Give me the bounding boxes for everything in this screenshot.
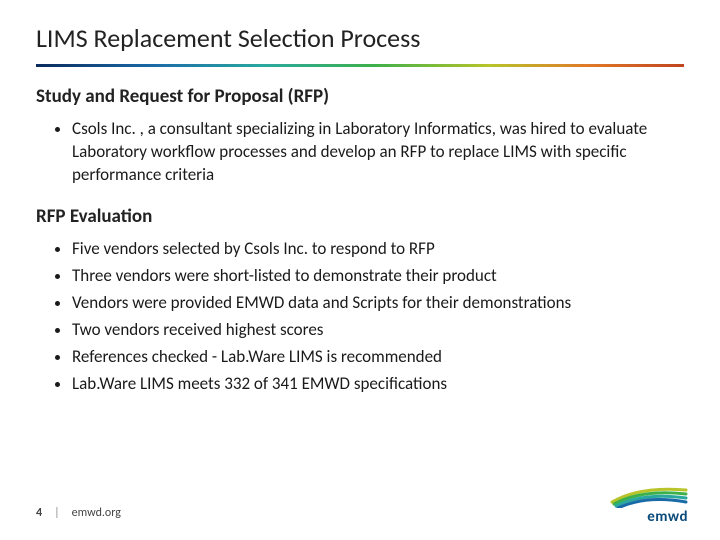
list-item: Two vendors received highest scores xyxy=(72,319,684,342)
list-item: Three vendors were short-listed to demon… xyxy=(72,265,684,288)
list-item: Csols Inc. , a consultant specializing i… xyxy=(72,118,684,187)
list-item: References checked - Lab.Ware LIMS is re… xyxy=(72,346,684,369)
list-item: Vendors were provided EMWD data and Scri… xyxy=(72,292,684,315)
slide: LIMS Replacement Selection Process Study… xyxy=(0,0,720,540)
bullet-list-rfp-eval: Five vendors selected by Csols Inc. to r… xyxy=(36,238,684,396)
list-item: Lab.Ware LIMS meets 332 of 341 EMWD spec… xyxy=(72,373,684,396)
title-underline xyxy=(36,64,684,67)
footer: 4 | emwd.org xyxy=(36,506,121,520)
list-item: Five vendors selected by Csols Inc. to r… xyxy=(72,238,684,261)
bullet-list-rfp-study: Csols Inc. , a consultant specializing i… xyxy=(36,118,684,187)
page-number: 4 xyxy=(36,506,42,520)
footer-separator: | xyxy=(54,506,60,520)
footer-site: emwd.org xyxy=(72,506,121,520)
emwd-logo: emwd xyxy=(610,484,688,526)
section-heading-rfp-study: Study and Request for Proposal (RFP) xyxy=(36,85,684,108)
section-heading-rfp-eval: RFP Evaluation xyxy=(36,205,684,228)
logo-text: emwd xyxy=(647,508,688,526)
logo-swoosh-icon xyxy=(610,484,688,508)
slide-title: LIMS Replacement Selection Process xyxy=(36,22,684,54)
